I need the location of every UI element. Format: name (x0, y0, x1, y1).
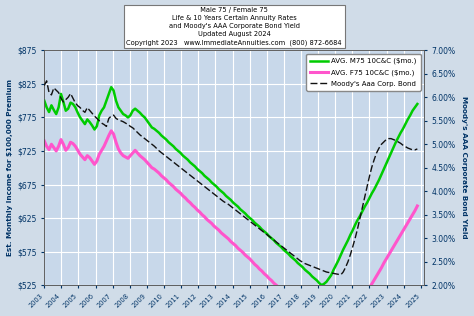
Line: AVG. F75 10C&C ($mo.): AVG. F75 10C&C ($mo.) (44, 131, 417, 316)
Moody's Aaa Corp. Bond (144, 139, 150, 143)
Text: Male 75 / Female 75  
Life & 10 Years Certain Annuity Rates
and Moody's AAA Corp: Male 75 / Female 75 Life & 10 Years Cert… (127, 7, 342, 46)
Legend: AVG. M75 10C&C ($mo.), AVG. F75 10C&C ($mo.), Moody's Aaa Corp. Bond: AVG. M75 10C&C ($mo.), AVG. F75 10C&C ($… (306, 54, 421, 91)
AVG. M75 10C&C ($mo.) (54, 112, 59, 116)
AVG. M75 10C&C ($mo.) (259, 228, 264, 231)
AVG. F75 10C&C ($mo.) (61, 142, 66, 146)
Moody's Aaa Corp. Bond (44, 79, 49, 83)
AVG. M75 10C&C ($mo.) (182, 156, 188, 160)
AVG. M75 10C&C ($mo.) (61, 100, 66, 104)
AVG. F75 10C&C ($mo.) (414, 204, 420, 208)
AVG. F75 10C&C ($mo.) (144, 161, 150, 164)
AVG. M75 10C&C ($mo.) (109, 85, 114, 89)
AVG. F75 10C&C ($mo.) (41, 139, 47, 143)
Moody's Aaa Corp. Bond (338, 273, 344, 277)
AVG. M75 10C&C ($mo.) (144, 119, 150, 123)
AVG. M75 10C&C ($mo.) (414, 102, 420, 106)
Moody's Aaa Corp. Bond (56, 91, 62, 94)
AVG. M75 10C&C ($mo.) (319, 283, 325, 287)
AVG. F75 10C&C ($mo.) (182, 196, 188, 200)
AVG. F75 10C&C ($mo.) (109, 129, 114, 133)
AVG. F75 10C&C ($mo.) (54, 149, 59, 153)
Line: Moody's Aaa Corp. Bond: Moody's Aaa Corp. Bond (44, 81, 417, 275)
Moody's Aaa Corp. Bond (63, 98, 69, 101)
AVG. F75 10C&C ($mo.) (259, 269, 264, 273)
Line: AVG. M75 10C&C ($mo.): AVG. M75 10C&C ($mo.) (44, 87, 417, 285)
Y-axis label: Moody's AAA Corporate Bond Yield: Moody's AAA Corporate Bond Yield (461, 96, 467, 239)
Moody's Aaa Corp. Bond (259, 229, 264, 233)
Moody's Aaa Corp. Bond (347, 253, 353, 257)
AVG. M75 10C&C ($mo.) (347, 233, 353, 237)
Moody's Aaa Corp. Bond (414, 147, 420, 151)
Y-axis label: Est. Monthly Income for $100,000 Premium: Est. Monthly Income for $100,000 Premium (7, 79, 13, 256)
Moody's Aaa Corp. Bond (41, 84, 47, 88)
Moody's Aaa Corp. Bond (182, 170, 188, 173)
AVG. M75 10C&C ($mo.) (41, 99, 47, 102)
